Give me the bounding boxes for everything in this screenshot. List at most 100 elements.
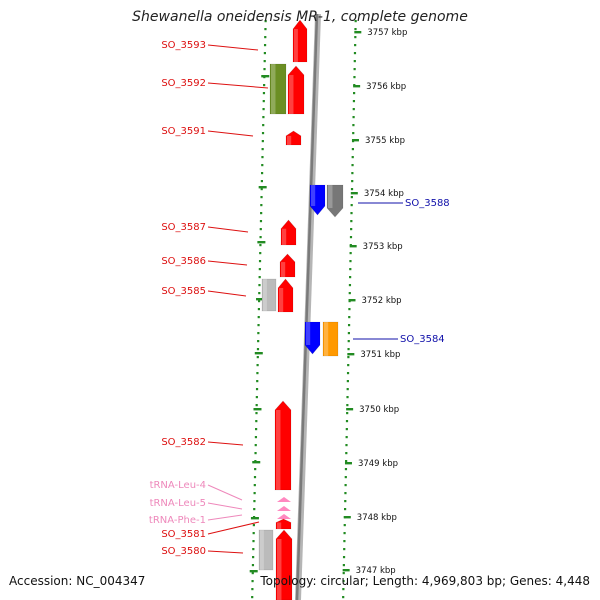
right-guide-dot <box>344 500 347 503</box>
left-guide-dot <box>259 220 263 223</box>
left-guide-dot <box>264 36 267 39</box>
right-guide-dot <box>342 580 345 583</box>
right-guide-dot <box>350 188 354 191</box>
label-so-3592-leader <box>207 82 269 89</box>
right-guide-dot <box>343 548 346 551</box>
left-guide-dot <box>261 140 264 143</box>
gene-so-3593 <box>292 19 308 63</box>
left-guide-dot <box>259 228 262 231</box>
right-guide-dot <box>342 564 345 567</box>
kbp-tick-label: 3751 kbp <box>360 350 400 360</box>
label-so-3592: SO_3592 <box>161 78 206 89</box>
left-guide-dash <box>249 570 258 573</box>
kbp-tick-mark <box>342 569 350 572</box>
left-guide-dot <box>261 164 264 167</box>
right-guide-dot <box>350 204 353 207</box>
left-guide-dot <box>252 556 255 559</box>
dotted-guides <box>249 20 357 599</box>
label-trna-phe-1-leader <box>207 514 243 521</box>
right-guide-dot <box>346 412 349 415</box>
right-guide-dot <box>342 572 345 575</box>
gene-so-3587-highlight <box>282 228 287 245</box>
left-guide-dot <box>263 84 266 87</box>
right-guide-dot <box>344 476 347 479</box>
right-guide-dot <box>346 388 349 391</box>
gene-so-3582 <box>274 400 292 491</box>
left-guide-dot <box>258 276 261 279</box>
left-guide-dot <box>264 20 267 23</box>
left-guide-dash <box>256 298 265 301</box>
right-guide-dot <box>347 332 351 335</box>
left-guide-dash <box>253 408 262 411</box>
left-guide-dot <box>263 52 266 55</box>
right-guide-dot <box>346 404 349 407</box>
genome-backbone-line <box>295 13 319 600</box>
left-guide-dot <box>258 268 261 271</box>
right-guide-dot <box>342 556 346 559</box>
left-guide-dot <box>256 356 259 359</box>
left-guide-dot <box>258 284 261 287</box>
gene-so-3592 <box>287 65 305 115</box>
kbp-tick-label: 3747 kbp <box>356 566 396 576</box>
left-guide-dot <box>262 124 265 127</box>
right-guide-dot <box>344 468 348 471</box>
left-guide-dot <box>253 492 256 495</box>
right-guide-dot <box>351 148 354 151</box>
right-guide-dot <box>354 20 357 23</box>
gene-so-3591-highlight <box>287 135 292 145</box>
right-guide-dot <box>351 172 354 175</box>
right-guide-dot <box>350 228 353 231</box>
gene-so-3580 <box>275 529 293 600</box>
gene-gray-box <box>261 278 277 312</box>
right-guide-dot <box>343 532 346 535</box>
right-guide-dot <box>353 52 357 55</box>
label-so-3581-leader <box>207 521 260 535</box>
gene-so-3587 <box>280 219 297 246</box>
kbp-tick-label: 3748 kbp <box>357 513 397 523</box>
right-guide-dot <box>343 508 347 511</box>
left-guide-dash <box>258 186 267 189</box>
left-guide-dot <box>252 532 255 535</box>
kbp-tick-label: 3754 kbp <box>364 189 404 199</box>
right-guide-dot <box>347 324 351 327</box>
label-so-3581: SO_3581 <box>161 529 206 540</box>
gene-gray-box-lower-highlight <box>260 530 264 570</box>
left-guide-dash <box>250 517 259 520</box>
right-guide-dot <box>346 380 349 383</box>
left-guide-dot <box>259 252 262 255</box>
right-guide-dot <box>347 356 350 359</box>
left-guide-dot <box>260 204 263 207</box>
right-guide-dot <box>349 276 352 279</box>
right-guide-dot <box>353 68 356 71</box>
kbp-tick-mark <box>346 408 354 411</box>
right-guide-dot <box>352 108 355 111</box>
gene-so-3581 <box>275 518 292 530</box>
right-guide-dot <box>353 60 356 63</box>
right-guide-dot <box>342 596 345 599</box>
gene-so-3585-highlight <box>279 288 284 312</box>
right-guide-dot <box>353 92 356 95</box>
gene-so-3588-highlight <box>311 185 316 206</box>
gene-features <box>258 19 344 600</box>
left-guide-dot <box>254 468 257 471</box>
right-guide-dot <box>345 420 349 423</box>
left-guide-dot <box>255 412 258 415</box>
kbp-tick-mark <box>349 245 357 248</box>
right-guide-dot <box>345 444 348 447</box>
kbp-ticks: 3757 kbp 3756 kbp 3755 kbp 3754 kbp 3753 kbp… <box>342 28 407 576</box>
right-guide-dot <box>347 364 350 367</box>
left-guide-dot <box>256 364 259 367</box>
kbp-tick-label: 3753 kbp <box>363 242 403 252</box>
label-trna-leu-4-leader <box>207 484 243 501</box>
left-guide-dot <box>257 308 261 311</box>
left-guide-dot <box>252 524 255 527</box>
left-guide-dot <box>258 260 262 263</box>
genome-backbone <box>295 13 321 600</box>
left-guide-dot <box>256 372 259 375</box>
label-so-3582: SO_3582 <box>161 437 206 448</box>
label-so-3591-leader <box>207 130 254 137</box>
left-guide-dot <box>260 212 263 215</box>
kbp-tick-label: 3756 kbp <box>366 82 406 92</box>
gene-so-3585 <box>277 278 294 313</box>
